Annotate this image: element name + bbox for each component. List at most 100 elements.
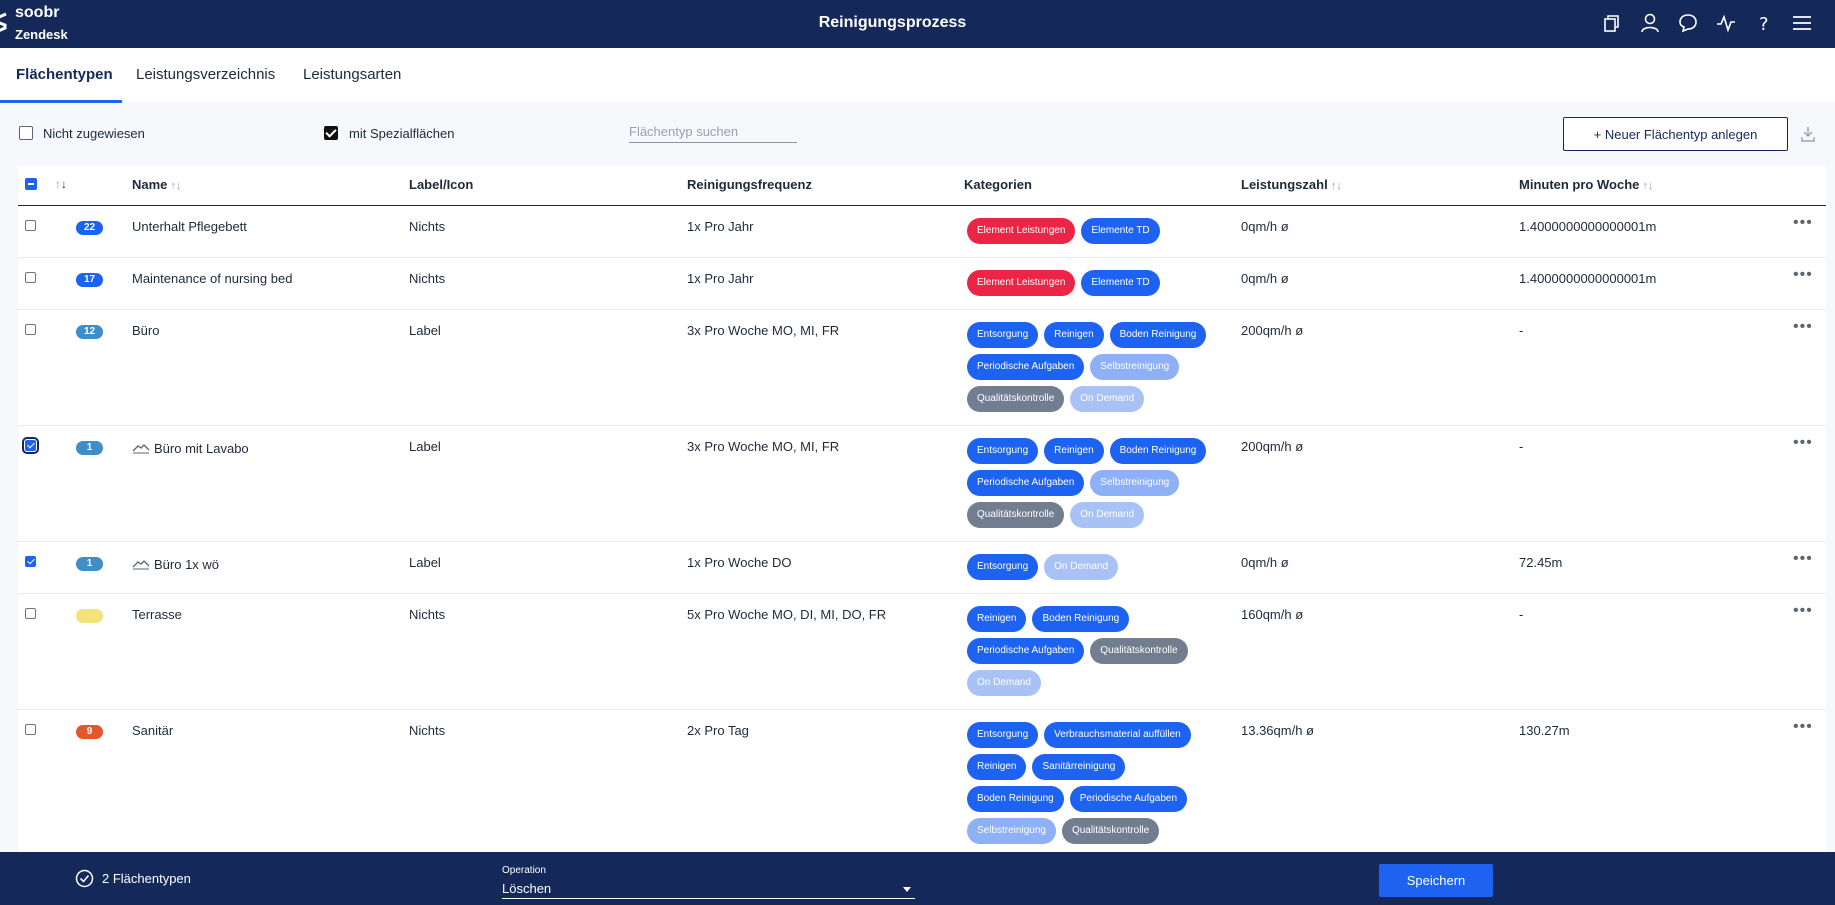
table-row[interactable]: 22 Unterhalt Pflegebett Nichts 1x Pro Jahr 0… [18,206,1826,258]
area-type-name[interactable]: Büro 1x wö [132,557,219,572]
minutes-per-week: 1.4000000000000001m [1519,271,1657,286]
category-chip: Verbrauchsmaterial auffüllen [1044,722,1191,748]
operation-value: Löschen [502,881,552,896]
copy-icon[interactable] [1601,12,1623,34]
row-menu-icon[interactable]: ••• [1793,434,1813,451]
column-name[interactable]: Name ↑↓ [132,177,182,192]
cleaning-frequency: 1x Pro Jahr [687,271,754,286]
category-chips: Element Leistungen Elemente TD [967,218,1227,244]
row-menu-icon[interactable]: ••• [1793,266,1813,283]
activity-icon[interactable] [1715,12,1737,34]
area-type-name[interactable]: Sanitär [132,723,173,738]
area-type-name[interactable]: Terrasse [132,607,182,622]
chat-icon[interactable] [1677,12,1699,34]
area-type-search-input[interactable] [629,121,797,143]
table-row[interactable]: 12 Büro Label 3x Pro Woche MO, MI, FR 200qm/… [18,310,1826,426]
row-menu-icon[interactable]: ••• [1793,602,1813,619]
usage-count-badge: 12 [76,325,103,339]
label-icon-value: Nichts [409,607,446,622]
column-minutes-per-week[interactable]: Minuten pro Woche ↑↓ [1519,177,1654,192]
row-checkbox[interactable] [25,324,36,335]
table-row[interactable]: 17 Maintenance of nursing bed Nichts 1x Pro… [18,258,1826,310]
category-chip: Boden Reinigung [1109,322,1207,348]
area-type-name[interactable]: Maintenance of nursing bed [132,271,292,286]
table-row[interactable]: 1 Büro 1x wö Label 1x Pro Woche DO 0qm/h ø 72… [18,542,1826,594]
active-tab-indicator [0,100,122,103]
usage-count-badge: 9 [76,725,103,739]
area-types-table: ↑↓ Name ↑↓ Label/Icon Reinigungsfrequenz … [18,166,1826,852]
row-checkbox[interactable] [25,220,36,231]
category-chip: Elemente TD [1081,270,1160,296]
app-title: Reinigungsprozess [818,14,967,31]
category-chip: Entsorgung [967,438,1039,464]
category-chip: Qualitätskontrolle [1061,818,1160,844]
minutes-per-week: - [1519,607,1524,622]
category-chip: Reinigen [967,754,1027,780]
download-icon[interactable] [1800,126,1816,142]
row-menu-icon[interactable]: ••• [1793,550,1813,567]
category-chip: On Demand [1070,502,1145,528]
row-checkbox[interactable] [22,437,39,454]
row-checkbox[interactable] [25,556,36,567]
area-type-name-text: Maintenance of nursing bed [132,271,293,286]
special-areas-checkbox[interactable] [324,126,338,140]
area-type-name-text: Büro [132,323,160,338]
cleaning-frequency: 3x Pro Woche MO, MI, FR [687,439,840,454]
category-chip: Element Leistungen [967,270,1076,296]
category-chip: Periodische Aufgaben [967,354,1085,380]
area-type-name-text: Büro 1x wö [154,557,220,572]
usage-count-badge: 9 [76,609,103,623]
area-type-name[interactable]: Unterhalt Pflegebett [132,219,247,234]
performance-value: 160qm/h ø [1241,607,1304,622]
usage-count-badge: 1 [76,441,103,455]
new-area-type-button[interactable]: + Neuer Flächentyp anlegen [1563,117,1788,151]
category-chip: On Demand [1044,554,1119,580]
category-chip: Periodische Aufgaben [967,470,1085,496]
category-chip: Entsorgung [967,722,1039,748]
label-icon-value: Nichts [409,219,446,234]
minutes-per-week: 130.27m [1519,723,1570,738]
save-button[interactable]: Speichern [1379,864,1493,897]
brand-tenant: Zendesk [15,27,68,42]
label-icon-value: Label [409,323,441,338]
area-type-name[interactable]: Büro [132,323,159,338]
area-type-name[interactable]: Büro mit Lavabo [132,441,249,456]
menu-icon[interactable] [1791,12,1813,34]
row-menu-icon[interactable]: ••• [1793,214,1813,231]
usage-count-badge: 22 [76,221,103,235]
row-checkbox[interactable] [25,272,36,283]
brand-name: soobr [15,4,60,21]
category-chip: Qualitätskontrolle [1090,638,1188,664]
table-row[interactable]: 9 Terrasse Nichts 5x Pro Woche MO, DI, MI, … [18,594,1826,710]
column-performance[interactable]: Leistungszahl ↑↓ [1241,177,1342,192]
category-chip: Selbstreinigung [967,818,1056,844]
category-chip: Selbstreinigung [1090,470,1180,496]
row-checkbox[interactable] [25,724,36,735]
tab-leistungsarten[interactable]: Leistungsarten [303,66,402,83]
usage-count-badge: 1 [76,557,103,571]
category-chip: Reinigen [1044,438,1104,464]
table-row[interactable]: 1 Büro mit Lavabo Label 3x Pro Woche MO, MI… [18,426,1826,542]
soobr-logo-icon [0,12,7,32]
row-checkbox[interactable] [25,608,36,619]
table-header: ↑↓ Name ↑↓ Label/Icon Reinigungsfrequenz … [18,166,1826,206]
select-all-checkbox[interactable] [25,178,37,190]
user-icon[interactable] [1639,12,1661,34]
operation-label: Operation [502,865,546,876]
column-label-icon: Label/Icon [409,177,474,192]
area-type-name-text: Sanitär [132,723,174,738]
row-menu-icon[interactable]: ••• [1793,318,1813,335]
header-icons: ? [1601,12,1813,34]
tab-flaechentypen[interactable]: Flächentypen [16,66,113,83]
category-chips: Entsorgung Verbrauchsmaterial auffüllen Re… [967,722,1227,844]
row-menu-icon[interactable]: ••• [1793,718,1813,735]
help-icon[interactable]: ? [1753,12,1775,34]
cleaning-frequency: 5x Pro Woche MO, DI, MI, DO, FR [687,607,887,622]
table-row[interactable]: 9 Sanitär Nichts 2x Pro Tag 13.36qm/h ø 130.2… [18,710,1826,852]
default-sort-toggle[interactable]: ↑↓ [55,177,67,191]
tab-leistungsverzeichnis[interactable]: Leistungsverzeichnis [136,66,276,83]
operation-select[interactable]: Löschen [502,879,915,899]
tab-bar: Flächentypen Leistungsverzeichnis Leistu… [0,48,1835,103]
performance-value: 200qm/h ø [1241,439,1304,454]
unassigned-checkbox[interactable] [19,126,33,140]
